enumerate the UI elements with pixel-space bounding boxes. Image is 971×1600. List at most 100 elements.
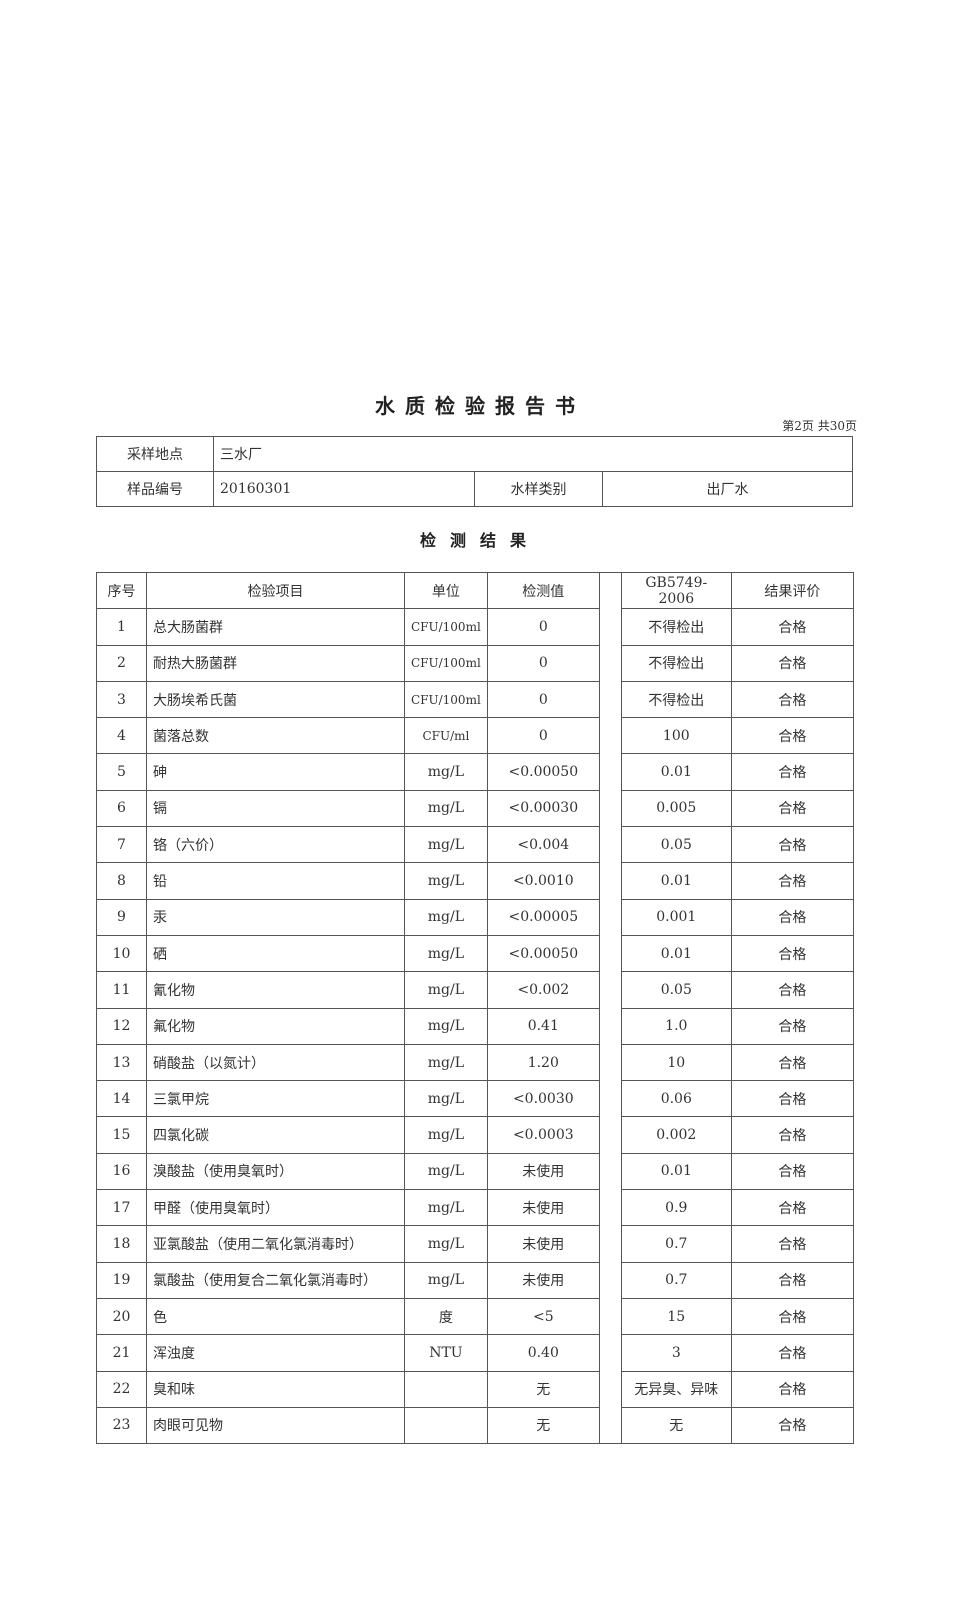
test-item: 氯酸盐（使用复合二氧化氯消毒时） (146, 1261, 405, 1299)
unit: CFU/100ml (404, 644, 488, 682)
results-table: 序号 检验项目 单位 检测值 GB5749-2006 结果评价 1 总大肠菌群 CF… (96, 571, 855, 1445)
standard-limit: 0.01 (620, 1152, 732, 1191)
row-number: 11 (96, 971, 147, 1009)
unit: mg/L (404, 1080, 488, 1118)
row-number: 17 (96, 1189, 147, 1227)
evaluation: 合格 (730, 1043, 855, 1082)
standard-limit: 0.005 (620, 789, 732, 828)
row-number: 20 (96, 1297, 147, 1336)
evaluation: 合格 (730, 753, 855, 791)
report-title: 水质检验报告书 (375, 394, 585, 418)
test-item: 肉眼可见物 (146, 1406, 405, 1445)
header-row: 序号 检验项目 单位 检测值 GB5749-2006 结果评价 (96, 571, 855, 610)
evaluation: 合格 (730, 1225, 855, 1263)
evaluation: 合格 (730, 1406, 855, 1445)
standard-limit: 不得检出 (620, 608, 732, 646)
measured-value: 0 (486, 680, 600, 719)
spacer-cell (598, 1080, 622, 1117)
standard-limit: 0.01 (620, 753, 732, 791)
unit (404, 1370, 488, 1408)
table-row: 11 氰化物 mg/L <0.002 0.05 合格 (96, 971, 855, 1009)
test-item: 氰化物 (146, 971, 405, 1009)
unit (404, 1406, 488, 1445)
measured-value: 0 (486, 644, 600, 682)
spacer-cell (598, 826, 622, 863)
unit: mg/L (404, 898, 488, 936)
evaluation: 合格 (730, 1116, 855, 1154)
section-title: 检测结果 (419, 531, 540, 550)
spacer-cell (598, 753, 622, 791)
row-number: 16 (96, 1152, 147, 1191)
header-cell: 结果评价 (730, 571, 855, 610)
unit: CFU/100ml (404, 608, 488, 646)
row-number: 23 (96, 1406, 147, 1445)
evaluation: 合格 (730, 717, 855, 755)
unit: mg/L (404, 789, 488, 828)
unit: mg/L (404, 971, 488, 1009)
standard-limit: 0.7 (620, 1261, 732, 1299)
unit: mg/L (404, 1116, 488, 1154)
sample-no-value: 20160301 (213, 471, 475, 507)
spacer-cell (598, 1044, 622, 1081)
row-number: 4 (96, 717, 147, 755)
sample-no-label: 样品编号 (96, 471, 214, 507)
spacer-cell (598, 935, 622, 972)
measured-value: <0.00050 (486, 753, 600, 791)
evaluation: 合格 (730, 1334, 855, 1372)
unit: mg/L (404, 1225, 488, 1263)
test-item: 臭和味 (146, 1370, 405, 1408)
spacer-cell (598, 1008, 622, 1045)
spacer-cell (598, 1189, 622, 1226)
table-row: 6 镉 mg/L <0.00030 0.005 合格 (96, 789, 855, 828)
evaluation: 合格 (730, 1261, 855, 1299)
measured-value: 未使用 (486, 1225, 600, 1263)
measured-value: 1.20 (486, 1043, 600, 1082)
measured-value: <0.002 (486, 971, 600, 1009)
measured-value: 未使用 (486, 1152, 600, 1191)
test-item: 硒 (146, 934, 405, 973)
unit: mg/L (404, 826, 488, 864)
test-item: 硝酸盐（以氮计） (146, 1043, 405, 1082)
row-number: 18 (96, 1225, 147, 1263)
spacer-cell (598, 1225, 622, 1263)
unit: CFU/100ml (404, 680, 488, 719)
test-item: 亚氯酸盐（使用二氧化氯消毒时） (146, 1225, 405, 1263)
location-value: 三水厂 (213, 436, 853, 472)
standard-limit: 不得检出 (620, 644, 732, 682)
spacer-cell (598, 862, 622, 900)
header-cell: 单位 (404, 571, 488, 610)
spacer-cell (598, 1153, 622, 1190)
test-item: 三氯甲烷 (146, 1080, 405, 1118)
table-row: 7 铬（六价） mg/L <0.004 0.05 合格 (96, 826, 855, 864)
row-number: 9 (96, 898, 147, 936)
test-item: 铬（六价） (146, 826, 405, 864)
evaluation: 合格 (730, 680, 855, 719)
spacer-cell (598, 899, 622, 936)
table-row: 17 甲醛（使用臭氧时） mg/L 未使用 0.9 合格 (96, 1189, 855, 1227)
row-number: 7 (96, 826, 147, 864)
test-item: 溴酸盐（使用臭氧时） (146, 1152, 405, 1191)
standard-limit: 0.05 (620, 826, 732, 864)
spacer-cell (598, 1262, 622, 1299)
test-item: 耐热大肠菌群 (146, 644, 405, 682)
unit: mg/L (404, 1152, 488, 1191)
evaluation: 合格 (730, 934, 855, 973)
measured-value: <0.0010 (486, 862, 600, 900)
row-number: 2 (96, 644, 147, 682)
measured-value: <0.004 (486, 826, 600, 864)
unit: mg/L (404, 1261, 488, 1299)
standard-limit: 15 (620, 1297, 732, 1336)
spacer-cell (598, 1116, 622, 1154)
row-number: 13 (96, 1043, 147, 1082)
unit: mg/L (404, 1007, 488, 1045)
table-row: 2 耐热大肠菌群 CFU/100ml 0 不得检出 合格 (96, 644, 855, 682)
row-number: 3 (96, 680, 147, 719)
row-number: 8 (96, 862, 147, 900)
unit: NTU (404, 1334, 488, 1372)
standard-limit: 0.9 (620, 1189, 732, 1227)
test-item: 铅 (146, 862, 405, 900)
row-number: 5 (96, 753, 147, 791)
unit: 度 (404, 1297, 488, 1336)
spacer-cell (598, 790, 622, 827)
table-row: 10 硒 mg/L <0.00050 0.01 合格 (96, 934, 855, 973)
